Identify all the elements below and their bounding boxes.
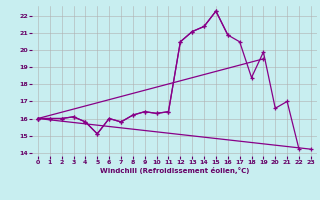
- X-axis label: Windchill (Refroidissement éolien,°C): Windchill (Refroidissement éolien,°C): [100, 167, 249, 174]
